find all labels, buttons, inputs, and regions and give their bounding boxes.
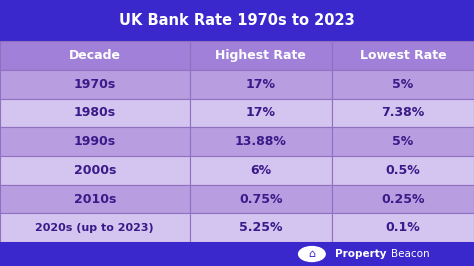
FancyBboxPatch shape [332,41,474,70]
Text: 17%: 17% [246,106,276,119]
Text: 0.75%: 0.75% [239,193,283,206]
FancyBboxPatch shape [332,70,474,99]
Text: 5%: 5% [392,78,413,91]
Text: 0.25%: 0.25% [381,193,425,206]
FancyBboxPatch shape [285,242,473,266]
Text: 7.38%: 7.38% [381,106,425,119]
FancyBboxPatch shape [0,213,190,242]
Text: 1970s: 1970s [73,78,116,91]
FancyBboxPatch shape [0,70,190,99]
Text: Property: Property [335,249,386,259]
Text: 2000s: 2000s [73,164,116,177]
FancyBboxPatch shape [332,156,474,185]
Text: 13.88%: 13.88% [235,135,287,148]
FancyBboxPatch shape [190,41,332,70]
Text: UK Bank Rate 1970s to 2023: UK Bank Rate 1970s to 2023 [119,13,355,28]
FancyBboxPatch shape [0,127,190,156]
FancyBboxPatch shape [332,213,474,242]
Text: Highest Rate: Highest Rate [215,49,306,62]
FancyBboxPatch shape [332,185,474,213]
FancyBboxPatch shape [190,213,332,242]
Text: Decade: Decade [69,49,121,62]
FancyBboxPatch shape [0,41,190,70]
Text: 0.1%: 0.1% [385,221,420,234]
FancyBboxPatch shape [190,127,332,156]
FancyBboxPatch shape [0,242,474,266]
FancyBboxPatch shape [0,185,190,213]
FancyBboxPatch shape [332,99,474,127]
FancyBboxPatch shape [0,99,190,127]
Text: 1980s: 1980s [74,106,116,119]
Text: 5.25%: 5.25% [239,221,283,234]
Text: 5%: 5% [392,135,413,148]
FancyBboxPatch shape [0,156,190,185]
FancyBboxPatch shape [190,156,332,185]
Text: 0.5%: 0.5% [385,164,420,177]
FancyBboxPatch shape [332,127,474,156]
FancyBboxPatch shape [190,99,332,127]
Text: 2010s: 2010s [73,193,116,206]
Text: Beacon: Beacon [391,249,429,259]
Text: 6%: 6% [250,164,271,177]
Text: 17%: 17% [246,78,276,91]
Circle shape [299,247,325,261]
Text: 1990s: 1990s [74,135,116,148]
FancyBboxPatch shape [190,185,332,213]
FancyBboxPatch shape [190,70,332,99]
FancyBboxPatch shape [0,0,474,41]
Text: 2020s (up to 2023): 2020s (up to 2023) [36,223,154,233]
Text: Lowest Rate: Lowest Rate [360,49,446,62]
Text: ⌂: ⌂ [308,249,316,259]
